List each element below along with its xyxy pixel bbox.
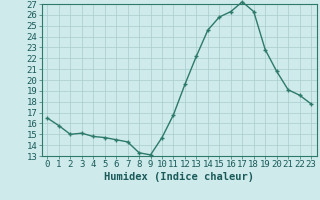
X-axis label: Humidex (Indice chaleur): Humidex (Indice chaleur) — [104, 172, 254, 182]
